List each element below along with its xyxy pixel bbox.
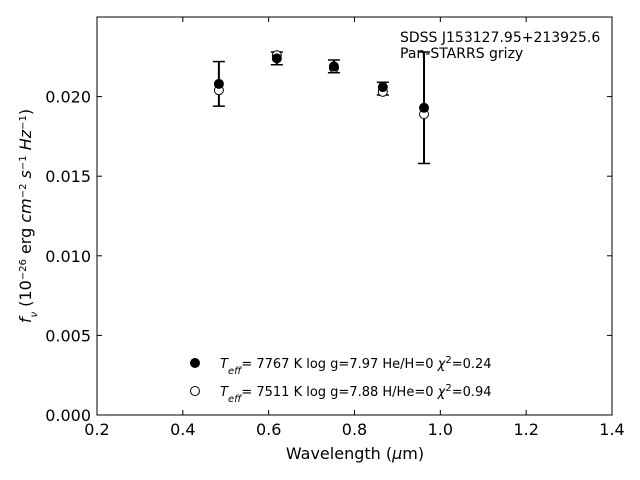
x-axis-label: Wavelength (μm) <box>286 444 424 463</box>
legend: Teff= 7767 K log g=7.97 He/H=0 χ2=0.24 Te… <box>190 355 492 405</box>
x-tick-label: 0.8 <box>342 420 367 439</box>
y-tick-label: 0.010 <box>45 247 91 266</box>
legend-marker-filled <box>190 358 200 368</box>
y-tick-label: 0.005 <box>45 326 91 345</box>
data-markers <box>213 50 430 120</box>
model-point-filled <box>419 102 430 113</box>
x-tick-label: 0.4 <box>170 420 195 439</box>
y-tick-label: 0.000 <box>45 406 91 425</box>
y-tick-label: 0.015 <box>45 167 91 186</box>
plot-frame <box>96 16 613 416</box>
model-point-filled <box>377 82 388 93</box>
x-tick-label: 1.0 <box>428 420 453 439</box>
x-tick-label: 0.2 <box>84 420 109 439</box>
legend-entry-label: Teff= 7767 K log g=7.97 He/H=0 χ2=0.24 <box>220 355 492 377</box>
x-tick-label: 0.6 <box>256 420 281 439</box>
x-tick-label: 1.4 <box>599 420 624 439</box>
y-tick-label: 0.020 <box>45 88 91 107</box>
y-axis-label: fν (10−26 erg cm−2 s−1 Hz−1) <box>16 109 40 323</box>
model-point-filled <box>271 53 282 64</box>
tick-labels: 0.2 0.4 0.6 0.8 1.0 1.2 1.4 0.000 0.005 0.010 0.01… <box>45 88 625 439</box>
model-point-filled <box>328 61 339 72</box>
legend-entry-label: Teff= 7511 K log g=7.88 H/He=0 χ2=0.94 <box>220 383 492 405</box>
annotation-target-name: SDSS J153127.95+213925.6 <box>400 30 600 46</box>
legend-marker-open <box>190 386 200 396</box>
model-point-filled <box>213 78 224 89</box>
x-tick-label: 1.2 <box>513 420 538 439</box>
annotation-survey: Pan-STARRS grizy <box>400 46 523 62</box>
